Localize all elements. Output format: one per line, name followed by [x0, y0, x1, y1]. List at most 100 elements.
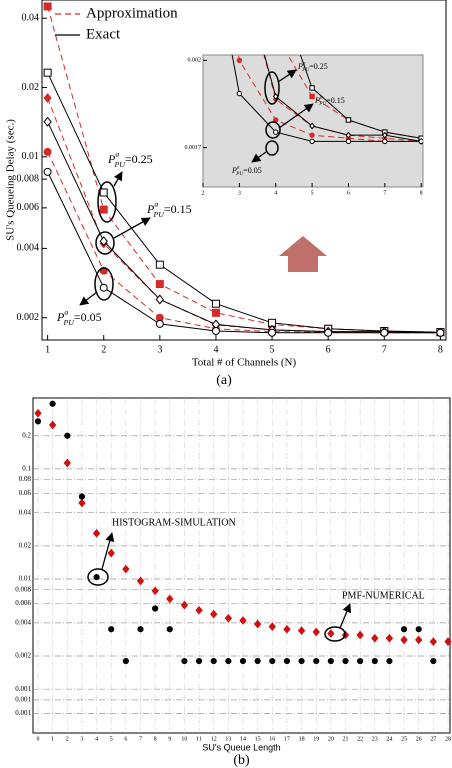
marker	[371, 633, 379, 643]
marker	[99, 236, 108, 247]
x-tick-label: 5	[110, 736, 113, 742]
marker	[269, 657, 276, 665]
y-tick-label: 0.001	[15, 695, 31, 703]
series-annotation: HISTOGRAM-SIMULATION	[112, 517, 236, 528]
annotation-sub: PU	[301, 67, 310, 73]
x-tick-label: 3	[157, 344, 162, 355]
marker	[444, 637, 452, 647]
x-tick-label: 14	[240, 736, 246, 742]
y-tick-label: 0.04	[19, 508, 32, 516]
marker	[43, 147, 52, 156]
annotation-sup: a	[303, 61, 306, 67]
y-tick-label: 0.02	[19, 541, 32, 549]
y-tick-label: 0.01	[22, 151, 40, 162]
marker	[122, 657, 129, 665]
x-tick-label: 19	[313, 736, 319, 742]
series-line	[263, 55, 422, 142]
marker	[283, 624, 291, 634]
decor-arrow	[279, 236, 327, 272]
annotation-text: =0.15	[164, 202, 192, 216]
marker	[327, 657, 334, 665]
marker	[436, 328, 445, 337]
pointer-arrow	[251, 151, 267, 163]
annotation: Pa PU=0.05	[231, 165, 262, 178]
marker	[99, 283, 108, 292]
x-tick-label: 16	[269, 736, 275, 742]
inset-x-tick-label: 7	[383, 190, 386, 196]
x-tick-label: 10	[181, 736, 187, 742]
marker	[224, 613, 233, 623]
marker	[345, 131, 352, 139]
annotation: Pa PU=0.15	[314, 95, 345, 108]
highlight-ellipse	[95, 231, 115, 255]
marker	[155, 260, 164, 269]
annotation-symbol: P	[107, 152, 116, 166]
legend-label: Approximation	[86, 5, 178, 21]
y-tick-label: 0.01	[19, 575, 32, 583]
inset-x-tick-label: 5	[311, 190, 314, 196]
x-axis-label: SU's Queue Length	[202, 742, 280, 752]
pointer-arrow	[101, 532, 115, 570]
y-tick-label: 0.002	[17, 312, 40, 323]
y-tick-label: 0.1	[22, 464, 31, 472]
marker	[283, 657, 291, 665]
x-tick-label: 7	[382, 344, 387, 355]
y-tick-label: 0.002	[15, 652, 31, 660]
marker	[429, 637, 438, 647]
inset-x-tick-label: 4	[274, 190, 277, 196]
marker	[312, 627, 320, 637]
marker	[137, 626, 144, 633]
series-line	[47, 121, 441, 334]
marker	[415, 626, 422, 633]
marker	[327, 629, 335, 638]
y-tick-label: 0.004	[17, 243, 40, 254]
inset-frame	[202, 54, 424, 188]
annotation-symbol: P	[297, 62, 303, 71]
y-axis-label: SU's Queueing Delay (sec.)	[5, 119, 17, 241]
marker	[99, 205, 108, 214]
series-line	[263, 55, 422, 142]
marker	[418, 138, 423, 145]
annotation-sup: a	[237, 165, 240, 171]
marker	[34, 418, 42, 425]
marker	[385, 633, 394, 643]
plot-frame	[41, 0, 447, 341]
x-tick-label: 20	[328, 736, 334, 742]
marker	[254, 657, 261, 665]
annotation-sub: PU	[152, 210, 165, 219]
marker	[345, 117, 352, 123]
annotation-text: =0.15	[326, 96, 345, 105]
marker	[210, 657, 217, 665]
inset-y-tick-label: 0.002	[188, 58, 202, 64]
caption: (a)	[216, 373, 232, 388]
x-tick-label: 1	[51, 736, 54, 742]
pointer-arrow	[278, 103, 314, 129]
series-line	[238, 55, 422, 142]
marker	[180, 600, 189, 610]
x-tick-label: 11	[196, 736, 202, 742]
inset-x-tick-label: 3	[238, 190, 241, 196]
marker	[93, 574, 100, 581]
annotation-symbol: P	[314, 96, 320, 105]
x-tick-label: 0	[37, 736, 40, 742]
inset-x-tick-label: 8	[420, 190, 423, 196]
marker	[195, 605, 203, 615]
annotation: Pa PU=0.15	[146, 199, 192, 218]
marker	[382, 138, 388, 145]
annotation-text: =0.05	[243, 166, 262, 175]
x-tick-label: 26	[416, 736, 422, 742]
marker	[34, 408, 42, 418]
y-tick-label: 0.004	[15, 618, 31, 626]
x-tick-label: 25	[401, 736, 407, 742]
marker	[400, 635, 408, 645]
marker	[236, 57, 243, 64]
marker	[380, 328, 389, 337]
marker	[309, 85, 315, 91]
marker	[415, 635, 423, 645]
marker	[309, 132, 315, 138]
annotation-text: =0.25	[125, 152, 153, 166]
marker	[181, 657, 188, 665]
marker	[155, 294, 164, 305]
marker	[400, 626, 408, 633]
